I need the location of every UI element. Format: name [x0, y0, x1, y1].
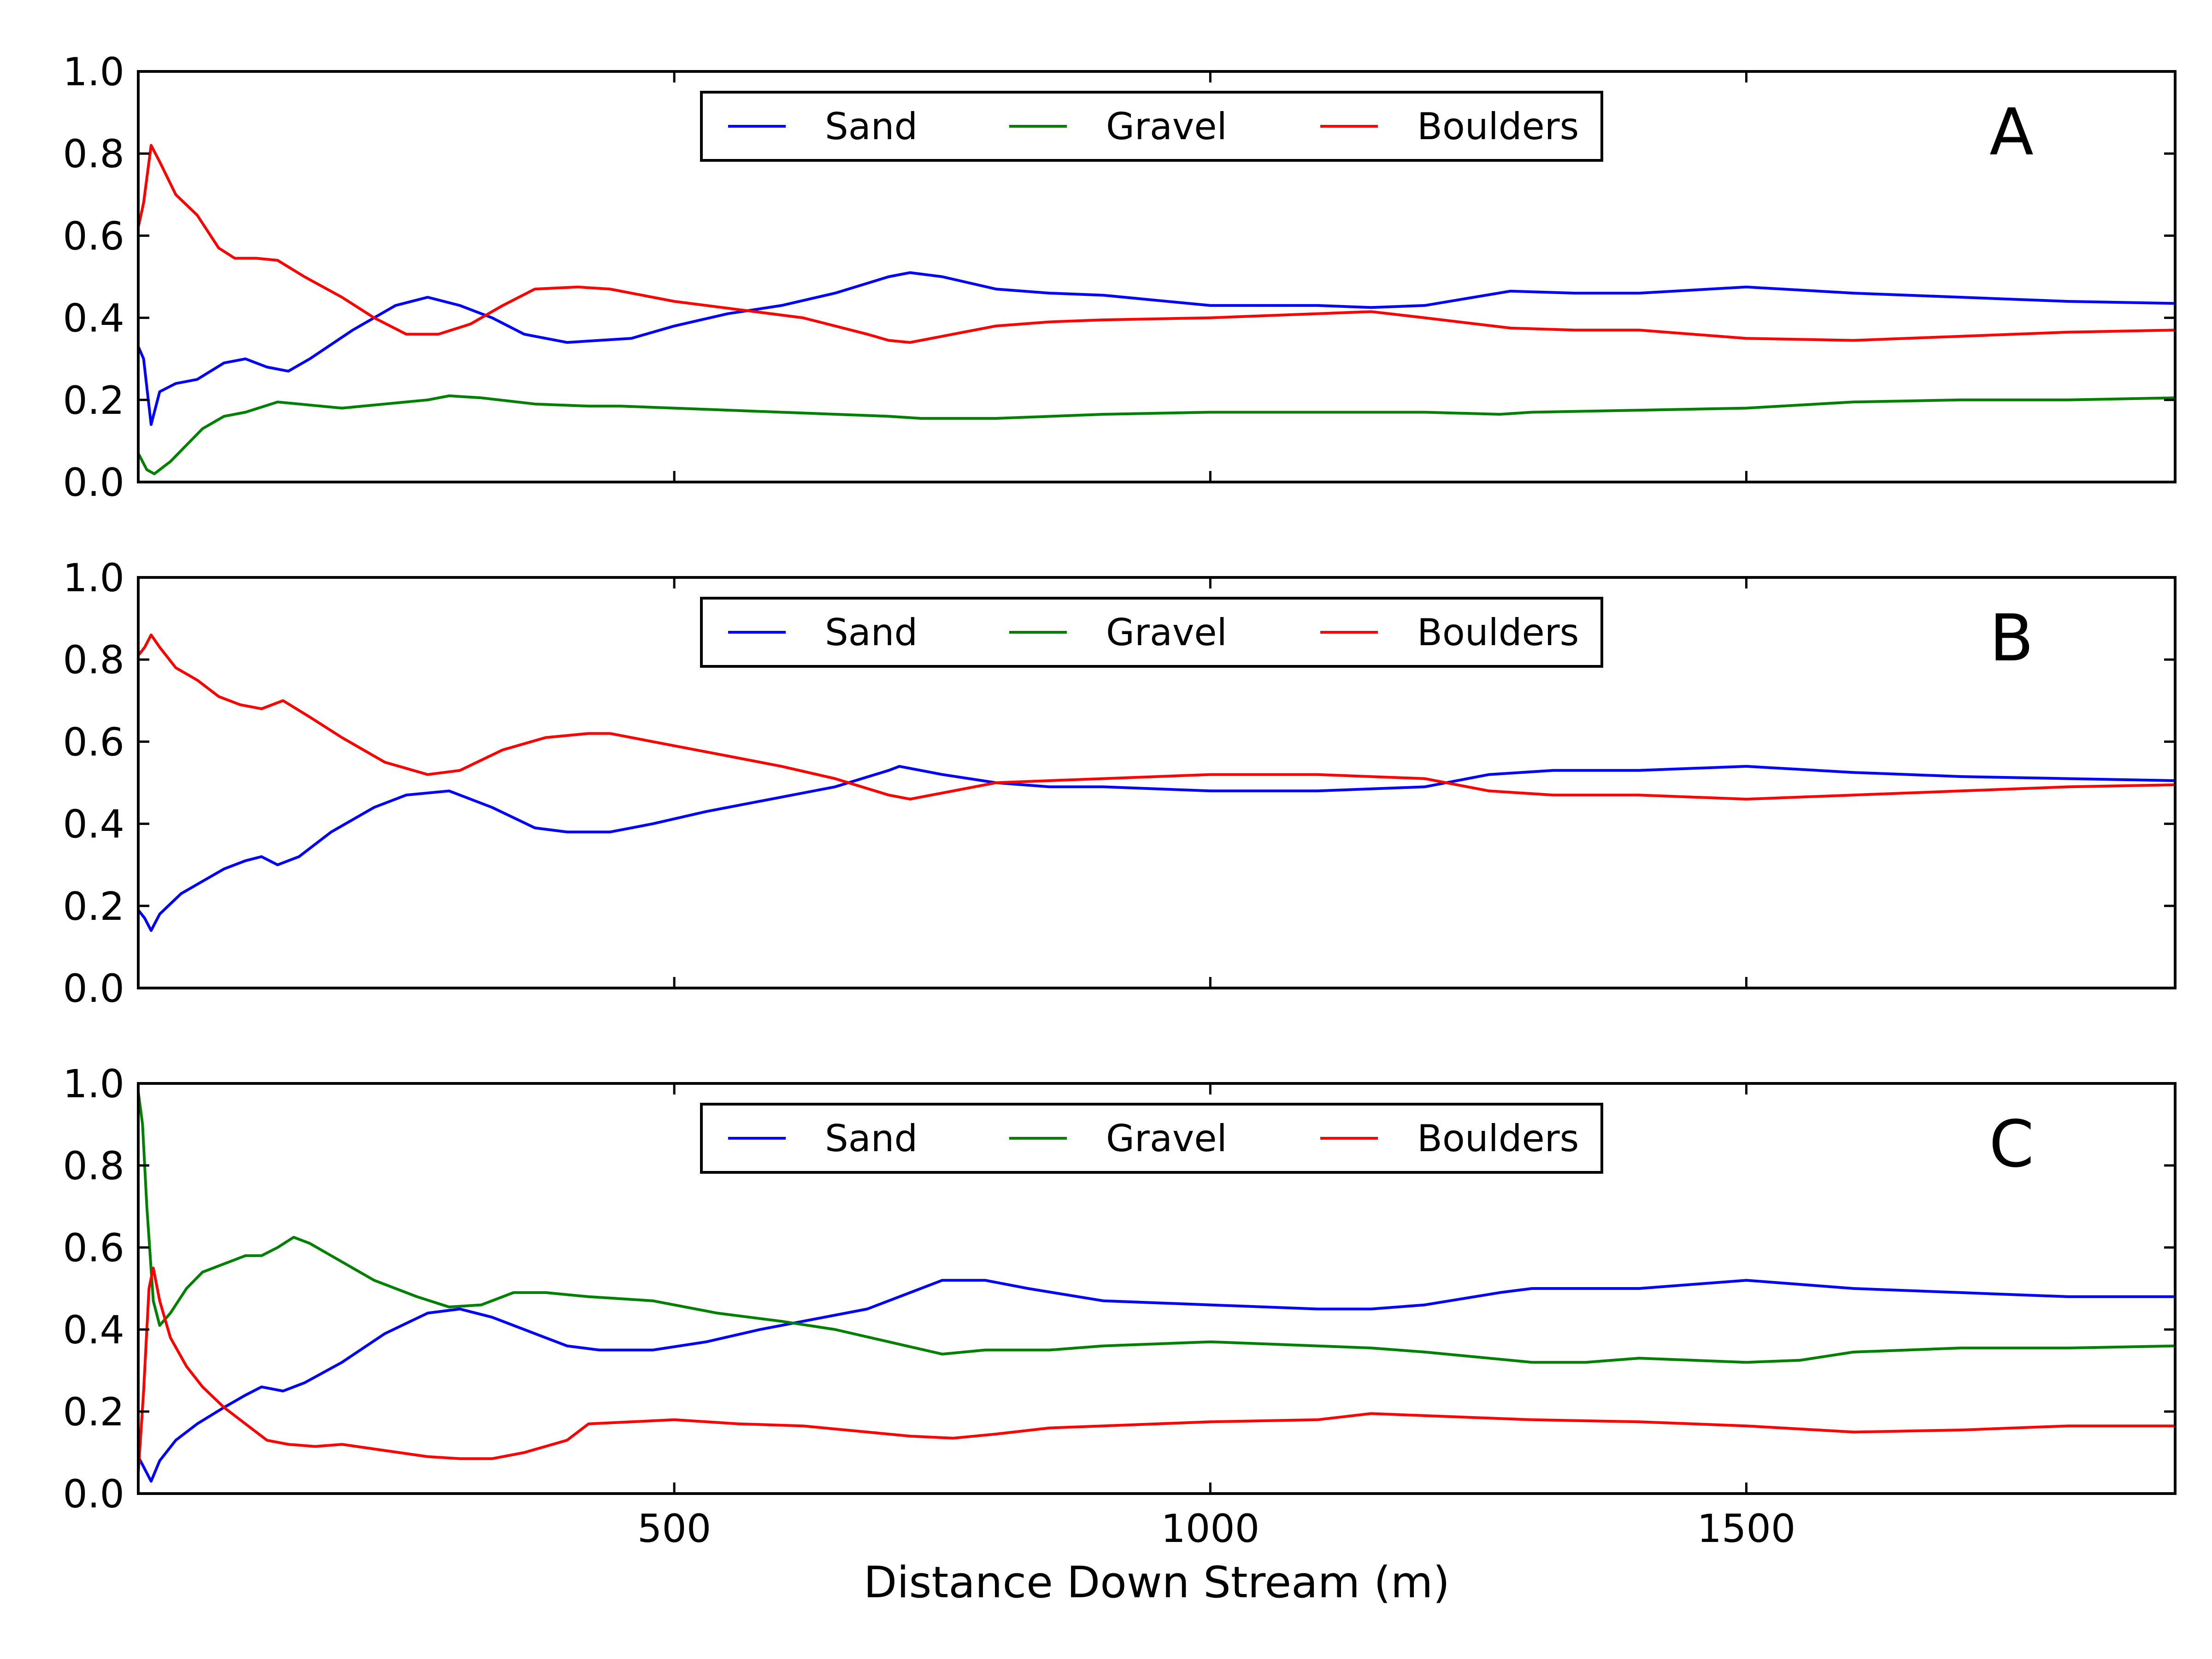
x-tick-label: 1500: [1697, 1506, 1796, 1551]
plot-frame: [137, 70, 2177, 483]
legend-label-sand: Sand: [825, 611, 918, 654]
panel-letter: A: [1989, 95, 2034, 170]
legend-label-boulders: Boulders: [1417, 1117, 1579, 1160]
y-tick-label: 0.2: [63, 884, 124, 929]
legend-box: [700, 1103, 1603, 1174]
chart-panel-a: 0.0 0.2 0.4 0.6 0.8 1.0 A Sand Gravel Boulders: [63, 49, 2177, 505]
panel-letter: B: [1989, 601, 2034, 676]
series-group: [138, 144, 2175, 476]
legend-box: [700, 597, 1603, 668]
legend-label-sand: Sand: [825, 1117, 918, 1160]
series-line-gravel: [138, 394, 2175, 476]
legend-label-boulders: Boulders: [1417, 611, 1579, 654]
y-tick-label: 0.4: [63, 296, 124, 341]
y-tick-label: 0.0: [63, 1471, 124, 1517]
y-tick-label: 1.0: [63, 1061, 124, 1106]
y-tick-label: 0.2: [63, 378, 124, 423]
x-tick-label: 1000: [1161, 1506, 1259, 1551]
y-tick-label: 0.8: [63, 637, 124, 682]
legend: Sand Gravel Boulders: [700, 597, 1603, 668]
y-tick-label: 0.8: [63, 131, 124, 176]
y-tick-label: 0.6: [63, 719, 124, 765]
y-tick-label: 1.0: [63, 555, 124, 600]
series-group: [138, 633, 2175, 932]
y-tick-label: 0.6: [63, 1225, 124, 1271]
legend-label-sand: Sand: [825, 105, 918, 148]
y-tick-label: 0.8: [63, 1143, 124, 1188]
legend-label-gravel: Gravel: [1106, 611, 1227, 654]
y-tick-label: 0.4: [63, 1307, 124, 1353]
series-line-boulders: [138, 144, 2175, 344]
series-line-sand: [138, 271, 2175, 426]
legend: Sand Gravel Boulders: [700, 1103, 1603, 1174]
series-line-boulders: [138, 1266, 2175, 1475]
series-line-sand: [138, 765, 2175, 932]
y-tick-label: 1.0: [63, 49, 124, 94]
series-group: [138, 1090, 2175, 1483]
legend-label-gravel: Gravel: [1106, 105, 1227, 148]
chart-panel-b: 0.0 0.2 0.4 0.6 0.8 1.0 B Sand Gravel Boulders: [63, 555, 2177, 1011]
legend-label-gravel: Gravel: [1106, 1117, 1227, 1160]
y-tick-label: 0.4: [63, 802, 124, 847]
panel-letter: C: [1989, 1107, 2034, 1182]
chart-panel-c: 0.0 0.2 0.4 0.6 0.8 1.0 500 1000 1500 Distance Do…: [63, 1061, 2177, 1608]
y-tick-label: 0.6: [63, 213, 124, 259]
legend-label-boulders: Boulders: [1417, 105, 1579, 148]
plot-frame: [137, 576, 2177, 989]
x-tick-label: 500: [637, 1506, 711, 1551]
series-line-gravel: [138, 1090, 2175, 1364]
y-tick-label: 0.2: [63, 1389, 124, 1435]
legend-box: [700, 91, 1603, 162]
series-line-sand: [138, 1279, 2175, 1483]
series-line-boulders: [138, 633, 2175, 801]
plot-frame: [137, 1082, 2177, 1495]
y-tick-label: 0.0: [63, 966, 124, 1011]
x-axis-title: Distance Down Stream (m): [864, 1558, 1450, 1608]
y-tick-label: 0.0: [63, 460, 124, 505]
legend: Sand Gravel Boulders: [700, 91, 1603, 162]
